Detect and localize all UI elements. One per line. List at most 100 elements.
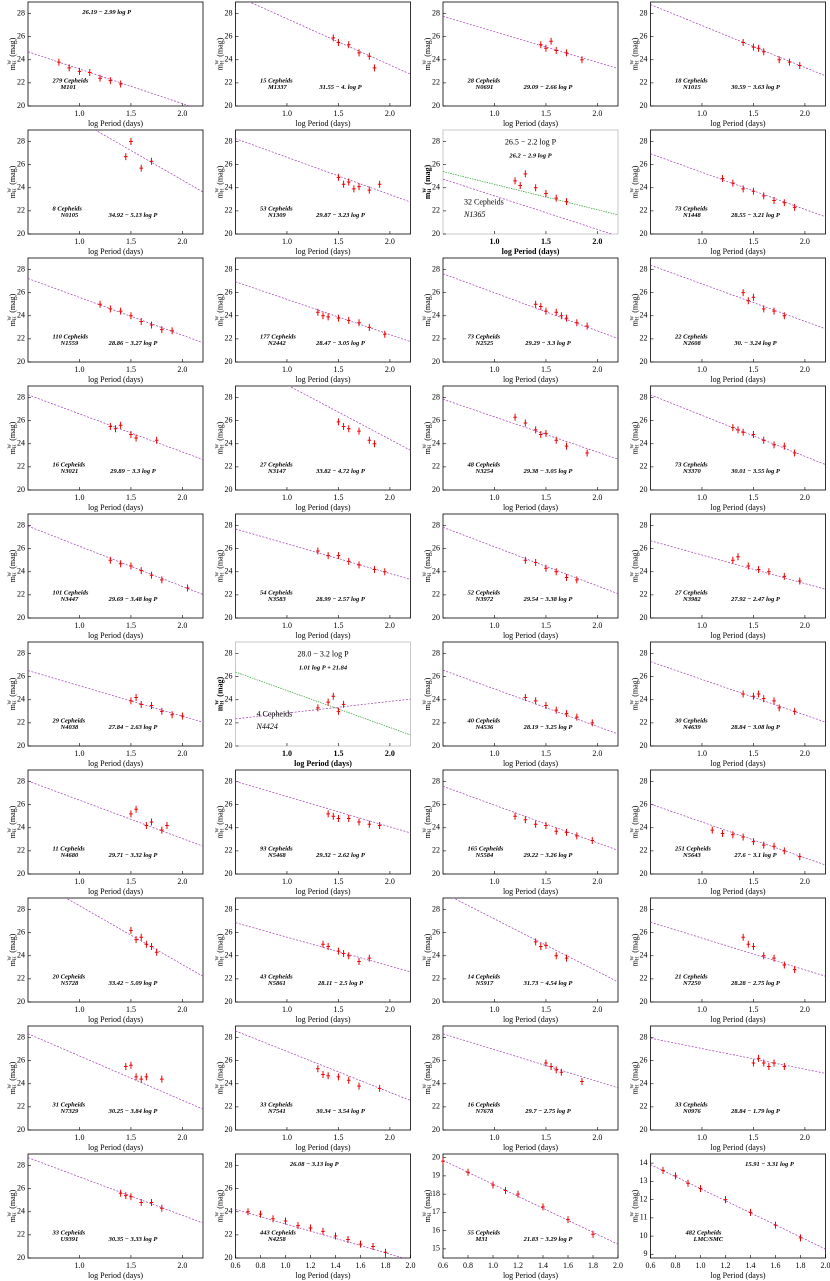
data-point: [756, 1054, 761, 1062]
y-tick-label: 26: [432, 799, 440, 808]
y-tick-label: 20: [225, 613, 233, 622]
plot-frame: [442, 897, 619, 1003]
cepheid-count: 33 Cepheids: [674, 1102, 708, 1109]
data-point: [533, 426, 538, 434]
fit-line: [650, 264, 826, 330]
data-point: [772, 196, 776, 204]
y-axis-label: mHW (mag): [8, 37, 18, 70]
galaxy-name: LMC/SMC: [693, 1236, 724, 1243]
data-point: [751, 943, 756, 951]
x-axis-label: log Period (days): [295, 375, 350, 384]
fit-line: [650, 661, 826, 723]
x-axis-label: log Period (days): [88, 119, 143, 128]
data-point: [170, 327, 174, 335]
y-label-sup: W: [423, 699, 428, 704]
x-tick-label: 1.0: [697, 1005, 707, 1014]
x-tick-label: 1.0: [74, 365, 84, 374]
y-tick-label: 20: [225, 997, 233, 1006]
y-tick-label: 26: [432, 543, 440, 552]
x-tick-label: 1.0: [282, 493, 292, 502]
plot-frame: [442, 641, 619, 747]
x-axis-label: log Period (days): [503, 375, 558, 384]
y-tick-label: 26: [640, 1055, 648, 1064]
data-point: [797, 853, 802, 861]
data-point: [761, 952, 766, 960]
y-tick-label: 26: [432, 415, 440, 424]
x-tick-label: 1.5: [333, 749, 343, 758]
y-tick-label: 22: [17, 718, 25, 727]
y-axis-label: mHW (mag): [423, 549, 433, 582]
plot-frame: [27, 769, 204, 875]
plot-frame: [650, 641, 826, 747]
data-point: [741, 833, 745, 841]
y-tick-label: 28: [640, 1032, 648, 1041]
y-tick-label: 22: [225, 1102, 233, 1111]
x-tick-label: 2.0: [177, 109, 187, 118]
y-tick-label: 24: [640, 439, 648, 448]
data-point: [731, 556, 735, 564]
x-tick-label: 1.5: [333, 237, 343, 246]
y-label-unit: (mag): [630, 933, 639, 952]
y-tick-label: 26: [432, 927, 440, 936]
cepheid-count: 54 Cepheids: [260, 590, 293, 597]
data-point: [98, 300, 102, 308]
plot-frame: [27, 1, 204, 107]
y-tick-label: 26: [640, 543, 648, 552]
cepheid-count: 73 Cepheids: [675, 462, 708, 469]
data-point: [77, 67, 82, 75]
y-tick-label: 26: [432, 31, 440, 40]
y-label-sub: H: [221, 828, 226, 832]
data-point: [108, 305, 113, 313]
y-axis-label: mHW (mag): [8, 421, 18, 454]
data-point: [533, 184, 538, 192]
x-tick-label: 1.0: [488, 1261, 498, 1270]
galaxy-name: M101: [60, 84, 77, 91]
galaxy-name: N4536: [475, 724, 494, 731]
y-label-unit: (mag): [423, 677, 432, 696]
y-label-unit: (mag): [423, 933, 432, 952]
fit-label: 28.55 − 3.21 log P: [730, 212, 781, 219]
x-axis-label: log Period (days): [295, 1015, 350, 1024]
data-point: [336, 314, 341, 322]
data-point: [316, 1065, 320, 1073]
plot-frame: [235, 385, 411, 491]
x-tick-label: 1.0: [696, 1261, 706, 1270]
y-label-symbol: m: [423, 703, 432, 710]
data-point: [710, 826, 715, 834]
data-point: [144, 940, 149, 948]
cepheid-count: 482 Cepheids: [685, 1230, 722, 1237]
data-point: [336, 947, 341, 955]
data-point: [736, 553, 740, 561]
x-tick-label: 1.0: [697, 877, 707, 886]
y-tick-label: 22: [432, 846, 440, 855]
data-point: [756, 565, 761, 573]
x-axis-label: log Period (days): [295, 503, 350, 512]
y-tick-label: 28: [432, 8, 440, 17]
fit-label: 29.09 − 2.66 log P: [523, 84, 574, 91]
data-point: [377, 180, 382, 188]
x-tick-label: 1.0: [697, 109, 707, 118]
data-point: [283, 1217, 288, 1225]
x-tick-label: 1.4: [746, 1261, 756, 1270]
data-point: [761, 436, 766, 444]
fit-label: 27.6 − 3.1 log P: [733, 852, 777, 859]
data-point: [761, 841, 766, 849]
galaxy-name: N1015: [682, 84, 701, 91]
y-tick-label: 26: [225, 799, 233, 808]
fit-line: [443, 273, 618, 339]
galaxy-name: N1309: [267, 212, 286, 219]
x-axis-label: log Period (days): [295, 119, 350, 128]
data-point: [686, 1179, 690, 1187]
y-label-sub: H: [221, 1212, 226, 1216]
data-point: [372, 565, 377, 573]
y-tick-label: 26: [640, 287, 648, 296]
y-tick-label: 20: [640, 869, 648, 878]
data-point: [346, 1076, 351, 1084]
cepheid-count: 43 Cepheids: [259, 974, 293, 981]
data-point: [533, 559, 538, 567]
data-point: [441, 1157, 445, 1165]
y-tick-label: 28: [225, 8, 233, 17]
y-tick-label: 14: [640, 1158, 648, 1167]
galaxy-name: N1448: [682, 212, 701, 219]
data-point: [118, 1189, 123, 1197]
